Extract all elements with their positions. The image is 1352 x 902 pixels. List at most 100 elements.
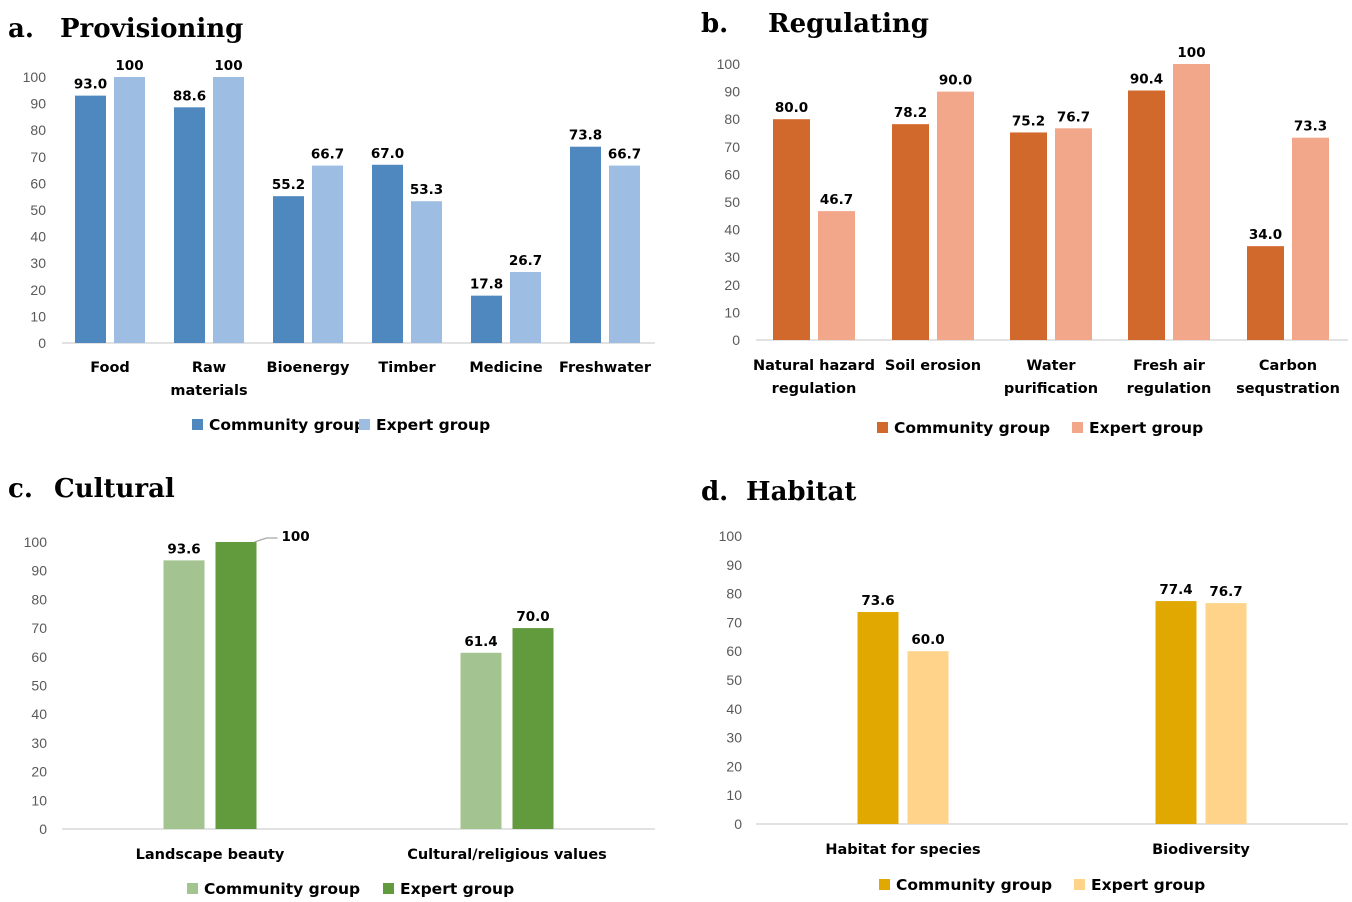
x-category-label: Carbon <box>1259 358 1317 374</box>
legend-expert: Expert group <box>1072 419 1203 437</box>
panel-title: Habitat <box>746 477 856 507</box>
y-tick-label: 50 <box>726 672 742 688</box>
bar-community <box>471 295 502 343</box>
data-label: 34.0 <box>1249 227 1282 243</box>
data-label: 76.7 <box>1209 584 1242 600</box>
bar-expert <box>114 77 145 343</box>
x-category-label: Raw <box>192 360 226 376</box>
data-label: 46.7 <box>820 192 853 208</box>
legend-expert: Expert group <box>383 880 514 898</box>
data-label: 93.0 <box>74 77 107 93</box>
x-category-label: Freshwater <box>559 360 652 376</box>
y-tick-label: 20 <box>726 758 742 774</box>
legend-expert: Expert group <box>359 416 490 434</box>
bar-expert <box>907 651 949 824</box>
bar-community <box>857 612 899 824</box>
legend-label: Expert group <box>376 416 490 434</box>
chart-panel-regulating: b. Regulating 0 10 20 30 40 50 60 70 80 90 100 80.0 46… <box>701 9 1348 437</box>
y-tick-label: 80 <box>724 111 740 127</box>
y-tick-label: 10 <box>724 304 740 320</box>
y-tick-label: 0 <box>38 335 46 351</box>
data-label: 90.4 <box>1130 71 1163 87</box>
legend-swatch <box>383 883 394 894</box>
data-label-leader <box>254 537 278 543</box>
y-tick-label: 100 <box>24 534 48 550</box>
y-tick-label: 70 <box>31 620 47 636</box>
x-category-label: Water <box>1026 358 1076 374</box>
data-label: 80.0 <box>775 100 808 116</box>
x-category-label: Timber <box>378 360 436 376</box>
y-tick-label: 90 <box>724 84 740 100</box>
x-category-label: purification <box>1004 381 1098 397</box>
legend-community: Community group <box>192 416 365 434</box>
data-label: 70.0 <box>516 609 549 625</box>
y-tick-label: 50 <box>30 202 46 218</box>
y-tick-label: 30 <box>31 735 47 751</box>
x-category-label: Habitat for species <box>825 842 980 858</box>
y-tick-label: 50 <box>724 194 740 210</box>
bar-community <box>1010 132 1047 340</box>
y-tick-label: 90 <box>30 96 46 112</box>
legend-community: Community group <box>879 876 1052 894</box>
y-tick-label: 10 <box>30 308 46 324</box>
x-category-label: Fresh air <box>1133 358 1206 374</box>
data-label: 55.2 <box>272 177 305 193</box>
data-label: 66.7 <box>608 147 641 163</box>
data-label: 73.6 <box>861 593 894 609</box>
bar-expert <box>818 211 855 340</box>
data-label: 26.7 <box>509 253 542 269</box>
y-tick-label: 20 <box>30 282 46 298</box>
bar-expert <box>312 165 343 343</box>
legend-expert: Expert group <box>1074 876 1205 894</box>
data-label: 53.3 <box>410 182 443 198</box>
bar-expert <box>1292 137 1329 340</box>
panel-letter: a. <box>8 14 34 44</box>
y-tick-label: 100 <box>719 528 743 544</box>
bar-expert <box>1205 603 1247 824</box>
bar-expert <box>1055 128 1092 340</box>
panel-letter: c. <box>8 474 33 504</box>
panel-title: Provisioning <box>60 14 243 44</box>
data-label: 67.0 <box>371 146 404 162</box>
legend-swatch <box>192 419 203 430</box>
y-tick-label: 40 <box>724 222 740 238</box>
bar-expert <box>411 201 442 343</box>
y-tick-label: 10 <box>31 792 47 808</box>
legend-label: Expert group <box>1091 876 1205 894</box>
x-category-label: Food <box>90 360 130 376</box>
x-category-label: Soil erosion <box>885 358 981 374</box>
x-category-label: Natural hazard <box>753 358 875 374</box>
legend-community: Community group <box>877 419 1050 437</box>
bar-community <box>372 164 403 343</box>
data-label: 100 <box>214 58 242 74</box>
legend-swatch <box>187 883 198 894</box>
legend-swatch <box>1072 422 1083 433</box>
legend-label: Community group <box>209 416 365 434</box>
y-tick-label: 60 <box>30 175 46 191</box>
bar-expert <box>510 271 541 343</box>
x-category-label: Cultural/religious values <box>407 847 607 863</box>
legend-label: Community group <box>894 419 1050 437</box>
bar-community <box>75 95 106 344</box>
legend-label: Expert group <box>1089 419 1203 437</box>
y-tick-label: 100 <box>23 69 47 85</box>
y-tick-label: 60 <box>724 166 740 182</box>
legend-label: Community group <box>204 880 360 898</box>
bar-expert <box>213 77 244 343</box>
bar-community <box>570 146 601 343</box>
bar-community <box>163 560 205 829</box>
data-label: 100 <box>115 58 143 74</box>
data-label: 77.4 <box>1159 582 1192 598</box>
data-label: 73.3 <box>1294 119 1327 135</box>
y-tick-label: 80 <box>30 122 46 138</box>
y-tick-label: 20 <box>724 277 740 293</box>
data-label: 78.2 <box>894 105 927 121</box>
y-tick-label: 40 <box>726 701 742 717</box>
chart-panel-provisioning: a. Provisioning 0 10 20 30 40 50 60 70 80 90 100 93.0… <box>8 14 655 434</box>
y-tick-label: 30 <box>724 249 740 265</box>
legend-label: Community group <box>896 876 1052 894</box>
y-tick-label: 50 <box>31 678 47 694</box>
x-category-label: Biodiversity <box>1152 842 1250 858</box>
bar-community <box>1128 90 1165 340</box>
data-label: 66.7 <box>311 147 344 163</box>
